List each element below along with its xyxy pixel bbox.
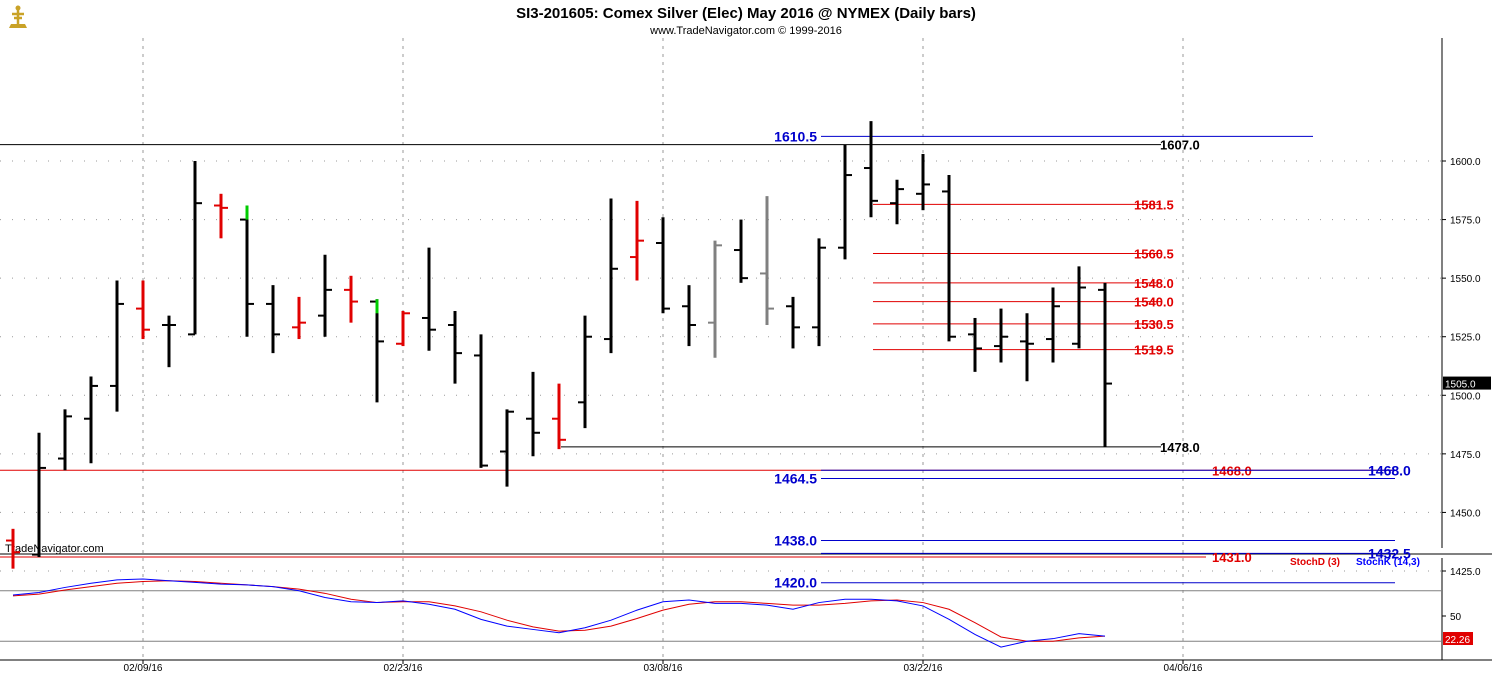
level-lines: 1610.5 1607.0 1581.5 1560.5 1548.0 1540.0 1530…	[0, 128, 1411, 591]
last-price-label: 1505.0	[1445, 380, 1476, 391]
date-tick-label: 04/06/16	[1164, 663, 1203, 674]
logo	[4, 5, 32, 32]
stochastic-panel: 50 StochD (3) StochK (14,3) 22.26	[0, 557, 1473, 648]
date-tick-label: 02/09/16	[124, 663, 163, 674]
level-label: 1438.0	[774, 533, 817, 549]
stoch-series-line	[12, 578, 1106, 648]
level-label: 1548.0	[1134, 276, 1174, 291]
price-tick-label: 1500.0	[1450, 391, 1481, 402]
chart-subtitle: www.TradeNavigator.com © 1999-2016	[649, 25, 842, 37]
chart-title: SI3-201605: Comex Silver (Elec) May 2016…	[516, 5, 976, 22]
level-label: 1420.0	[774, 575, 817, 591]
level-label: 1607.0	[1160, 138, 1200, 153]
grid	[0, 38, 1492, 661]
stoch-last-label: 22.26	[1445, 635, 1470, 646]
level-label: 1581.5	[1134, 197, 1174, 212]
price-tick-label: 1600.0	[1450, 157, 1481, 168]
trade-navigator-logo-icon	[4, 5, 32, 32]
level-label: 1468.0	[1368, 462, 1411, 478]
stoch-last-box	[1443, 632, 1473, 645]
date-tick-label: 02/23/16	[384, 663, 423, 674]
price-tick-label: 1575.0	[1450, 216, 1481, 227]
date-axis: 02/09/16 02/23/16 03/08/16 03/22/16 04/06/16	[124, 660, 1203, 674]
price-tick-label: 1425.0	[1450, 567, 1481, 578]
stoch-legend-k: StochK (14,3)	[1356, 557, 1420, 568]
stoch-tick-label: 50	[1450, 612, 1462, 623]
stoch-legend-d: StochD (3)	[1290, 557, 1340, 568]
level-label: 1530.5	[1134, 317, 1174, 332]
level-label: 1610.5	[774, 128, 817, 144]
level-label: 1519.5	[1134, 343, 1174, 358]
price-tick-label: 1475.0	[1450, 450, 1481, 461]
price-axis: 1425.0 1450.0 1475.0 1500.0 1525.0 1550.0 1575…	[1442, 157, 1491, 578]
level-label: 1540.0	[1134, 295, 1174, 310]
level-label: 1431.0	[1212, 550, 1252, 565]
level-label: 1560.5	[1134, 247, 1174, 262]
last-price-box	[1443, 376, 1491, 390]
date-tick-label: 03/22/16	[904, 663, 943, 674]
stoch-series-line	[12, 580, 1106, 642]
price-tick-label: 1550.0	[1450, 274, 1481, 285]
price-tick-label: 1525.0	[1450, 333, 1481, 344]
date-tick-label: 03/08/16	[644, 663, 683, 674]
watermark: TradeNavigator.com	[5, 543, 104, 555]
price-tick-label: 1450.0	[1450, 508, 1481, 519]
level-label: 1478.0	[1160, 440, 1200, 455]
price-bars	[6, 121, 1112, 569]
level-label: 1464.5	[774, 470, 817, 486]
level-label: 1432.5	[1368, 545, 1411, 561]
